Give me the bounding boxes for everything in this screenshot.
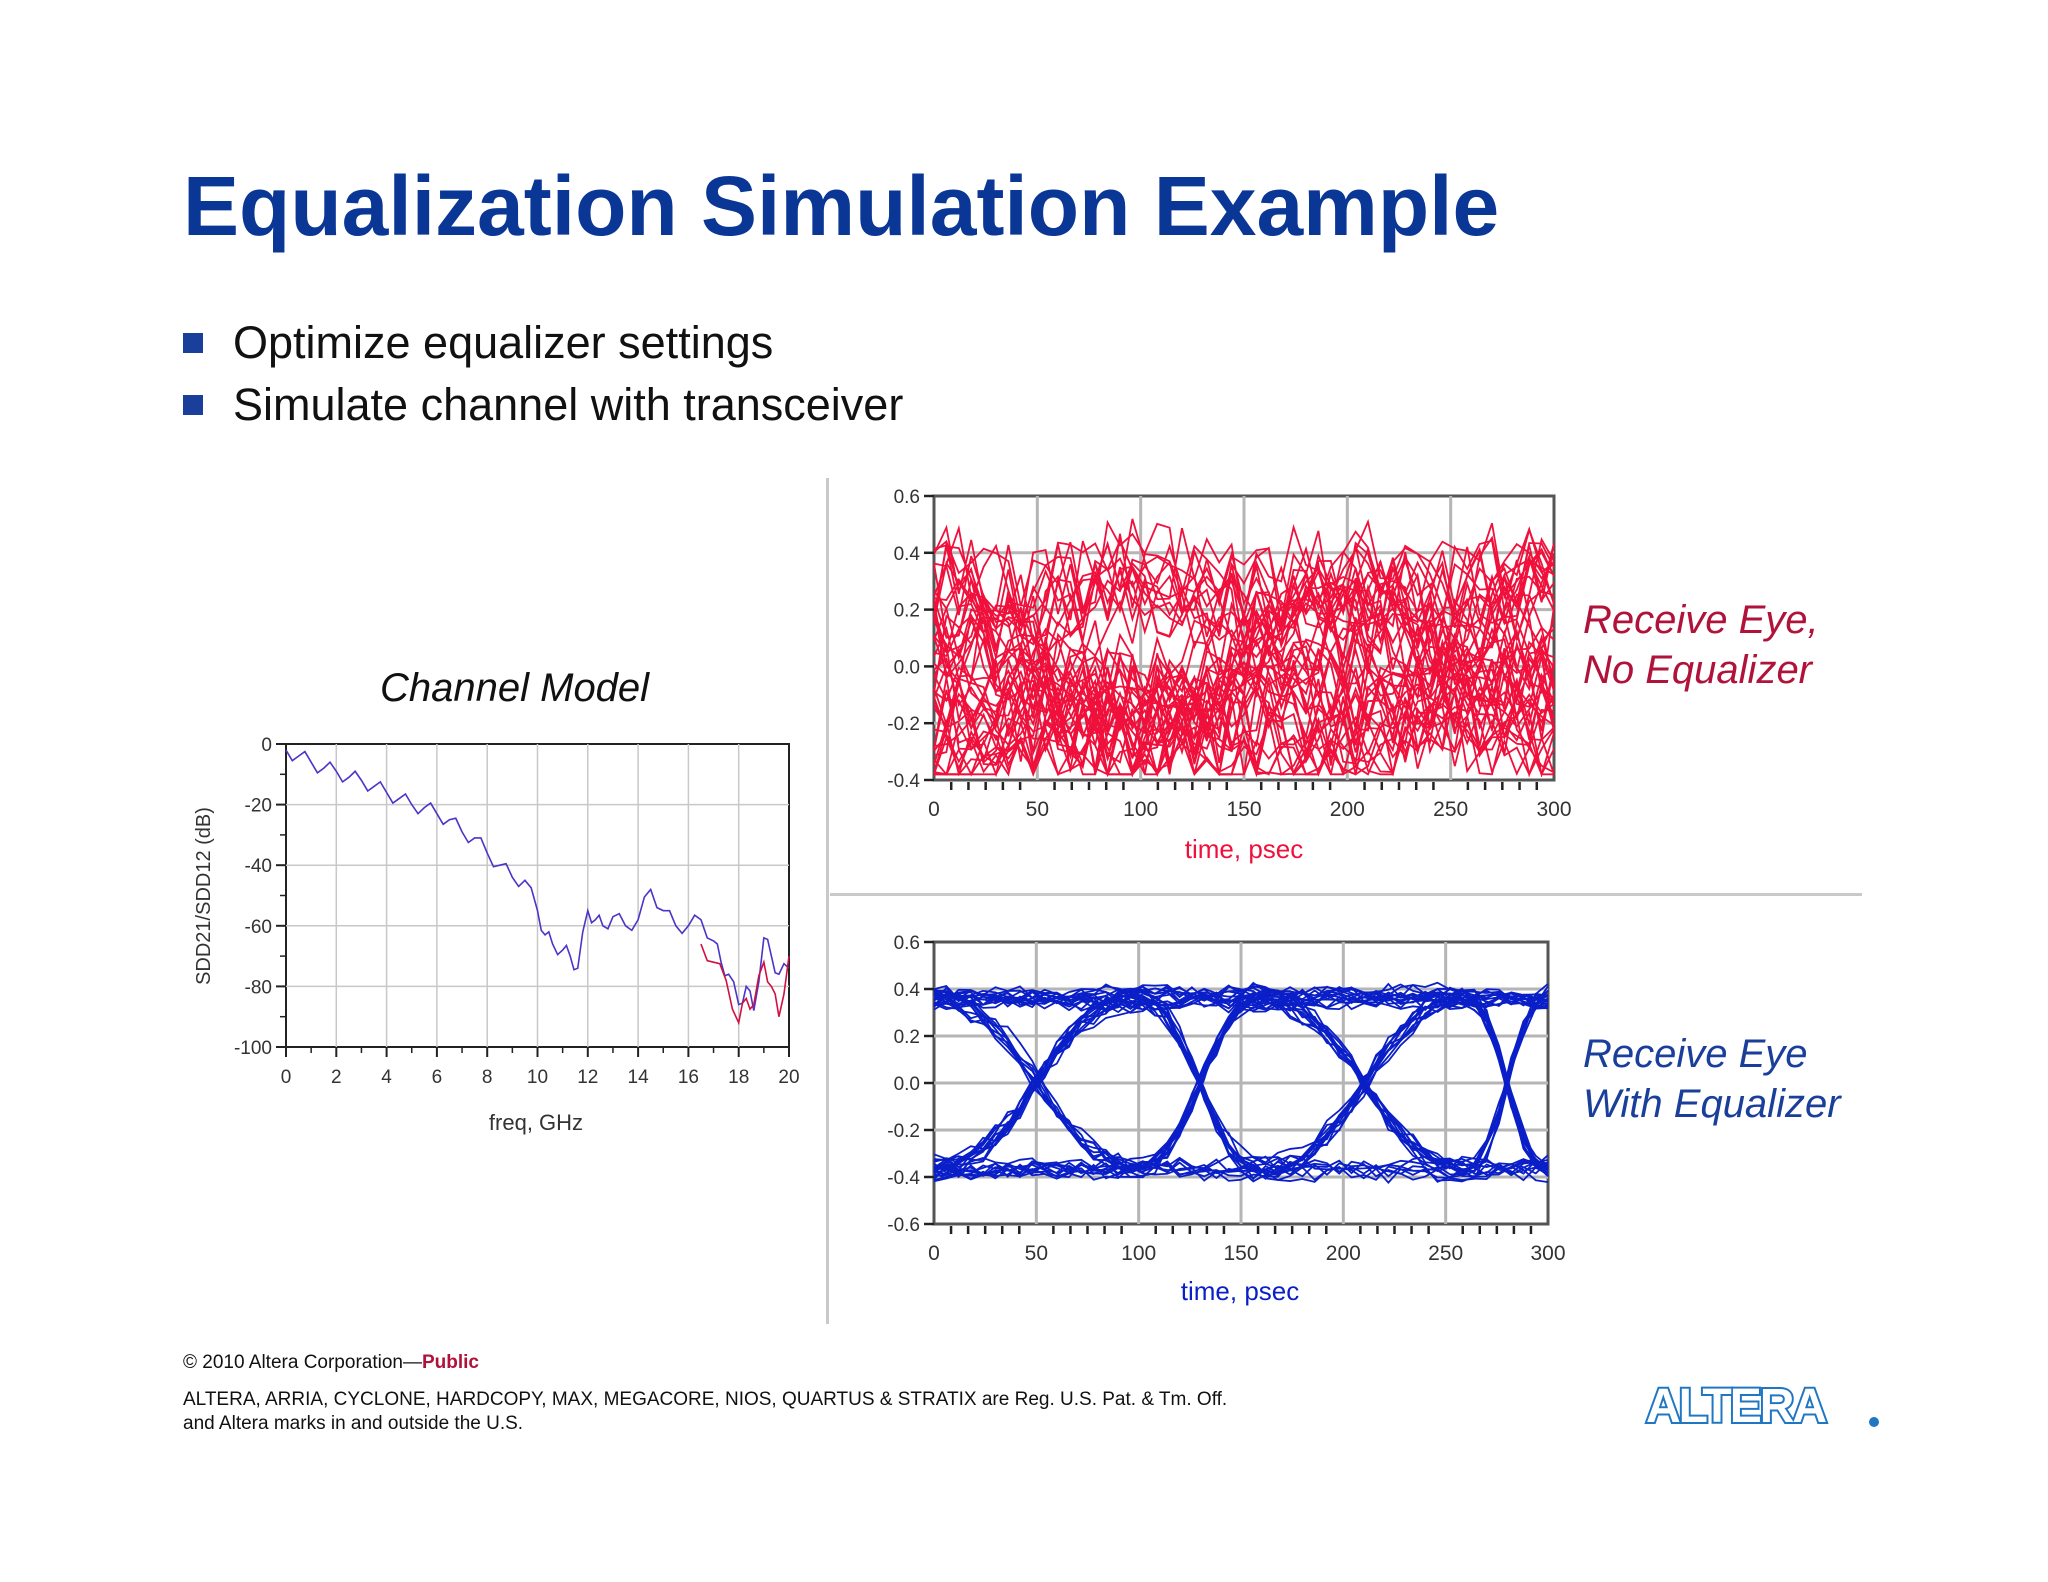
x-tick-label: 300 [1530,1242,1565,1265]
x-tick-label: 14 [628,1067,650,1088]
bullet-square-icon [183,333,203,353]
channel-y-axis-label: SDD21/SDD12 (dB) [193,807,215,985]
x-tick-label: 200 [1330,798,1365,821]
no-eq-caption-line1: Receive Eye, [1583,598,1819,642]
y-tick-label: -0.4 [887,771,920,792]
eye-trace [933,545,1555,726]
x-tick-label: 2 [331,1067,342,1088]
y-tick-label: 0.4 [894,980,921,1001]
x-tick-label: 100 [1123,798,1158,821]
bullet-list: Optimize equalizer settings Simulate cha… [183,312,903,436]
y-tick-label: 0.0 [894,657,920,678]
y-tick-label: -0.4 [887,1168,920,1189]
y-tick-label: -80 [245,977,272,998]
y-tick-label: 0.4 [894,544,921,565]
no-eq-caption-line2: No Equalizer [1583,648,1813,692]
x-tick-label: 0 [928,798,940,821]
eye-no-equalizer-chart: 0 50 100 150 200 250 300 0.60.40.20.0-0.2-0.4 … [887,487,1571,864]
y-tick-label: 0 [261,735,272,756]
bullet-square-icon [183,395,203,415]
channel-model-caption: Channel Model [380,666,650,710]
eye-trace [933,631,1555,776]
eye-trace [933,530,1554,778]
x-tick-label: 12 [577,1067,598,1088]
x-tick-label: 16 [678,1067,699,1088]
eye-trace [933,523,1555,658]
x-tick-label: 50 [1026,798,1049,821]
copyright-line: © 2010 Altera Corporation—Public [183,1352,479,1374]
x-tick-label: 150 [1223,1242,1258,1265]
trademark-notice: ALTERA, ARRIA, CYCLONE, HARDCOPY, MAX, M… [183,1388,1383,1436]
x-tick-label: 0 [928,1242,940,1265]
x-tick-label: 4 [381,1067,392,1088]
y-tick-label: 0.6 [894,487,920,508]
y-tick-label: 0.0 [894,1074,920,1095]
eye-trace [933,998,1549,1182]
y-tick-label: -20 [245,796,272,817]
x-tick-label: 300 [1536,798,1571,821]
y-tick-label: 0.2 [894,601,920,622]
bullet-text: Simulate channel with transceiver [233,379,904,430]
x-tick-label: 50 [1025,1242,1048,1265]
eye-trace [933,555,1555,758]
eye1-x-axis-label: time, psec [1185,834,1304,864]
eq-caption-line1: Receive Eye [1583,1032,1808,1076]
public-label: Public [421,1352,479,1373]
svg-text:ALTERA: ALTERA [1646,1380,1826,1430]
y-tick-label: -40 [245,856,272,877]
eye-trace [933,994,1549,1014]
channel-series-line [700,943,790,1026]
trademark-line2: and Altera marks in and outside the U.S. [183,1413,524,1434]
trademark-line1: ALTERA, ARRIA, CYCLONE, HARDCOPY, MAX, M… [183,1389,1228,1410]
x-tick-label: 200 [1326,1242,1361,1265]
y-tick-label: 0.2 [894,1027,920,1048]
eye-trace [933,990,1549,1176]
eye2-x-axis-label: time, psec [1181,1276,1300,1306]
bullet-item: Optimize equalizer settings [183,312,903,374]
eq-caption-line2: With Equalizer [1583,1082,1841,1126]
x-tick-label: 6 [432,1067,443,1088]
y-tick-label: -60 [245,917,272,938]
x-tick-label: 18 [728,1067,749,1088]
eye-trace [933,991,1549,1183]
x-tick-label: 0 [281,1067,292,1088]
eye-equalizer-chart: 0 50 100 150 200 250 300 0.6 0.4 0.2 0.0 -0.2 -0.4 -… [887,933,1565,1306]
y-tick-label: -0.2 [887,714,920,735]
copyright-text: © 2010 Altera Corporation— [183,1352,422,1373]
eye-trace [933,588,1555,759]
x-tick-label: 250 [1428,1242,1463,1265]
bullet-item: Simulate channel with transceiver [183,374,903,436]
vertical-divider [826,478,829,1324]
eye-trace [933,981,1549,1178]
y-tick-label: -100 [234,1038,272,1059]
channel-model-chart: 0 2 4 6 8 10 12 14 16 18 20 0 -20 -40 -60 -80 -100 freq… [193,735,800,1135]
altera-logo-icon: ALTERA [1644,1378,1879,1430]
eye-trace [933,542,1555,747]
x-tick-label: 20 [778,1067,799,1088]
horizontal-divider [830,893,1862,896]
x-tick-label: 100 [1121,1242,1156,1265]
x-tick-label: 8 [482,1067,493,1088]
bullet-text: Optimize equalizer settings [233,317,774,368]
channel-series-line [285,749,790,1011]
eye-trace [933,535,1555,636]
eye-trace [933,518,1555,734]
y-tick-label: -0.2 [887,1121,920,1142]
eye-trace [933,991,1549,1178]
x-tick-label: 150 [1226,798,1261,821]
eye-trace [933,519,1555,777]
y-tick-label: 0.6 [894,933,920,954]
channel-x-axis-label: freq, GHz [489,1110,583,1135]
x-tick-label: 250 [1433,798,1468,821]
eye-trace [933,991,1549,1176]
x-tick-label: 10 [527,1067,548,1088]
eye-trace [933,539,1555,742]
eye-trace [933,533,1555,683]
slide-title: Equalization Simulation Example [183,159,1500,253]
y-tick-label: -0.6 [887,1215,920,1236]
eye-trace [933,559,1555,778]
